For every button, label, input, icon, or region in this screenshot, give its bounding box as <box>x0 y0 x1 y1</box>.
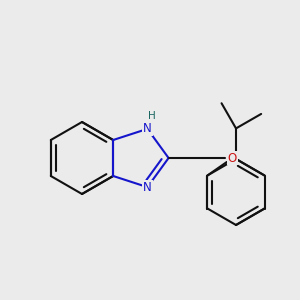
Text: H: H <box>148 111 156 121</box>
Text: N: N <box>143 122 152 135</box>
Text: O: O <box>228 152 237 164</box>
Text: N: N <box>143 181 152 194</box>
